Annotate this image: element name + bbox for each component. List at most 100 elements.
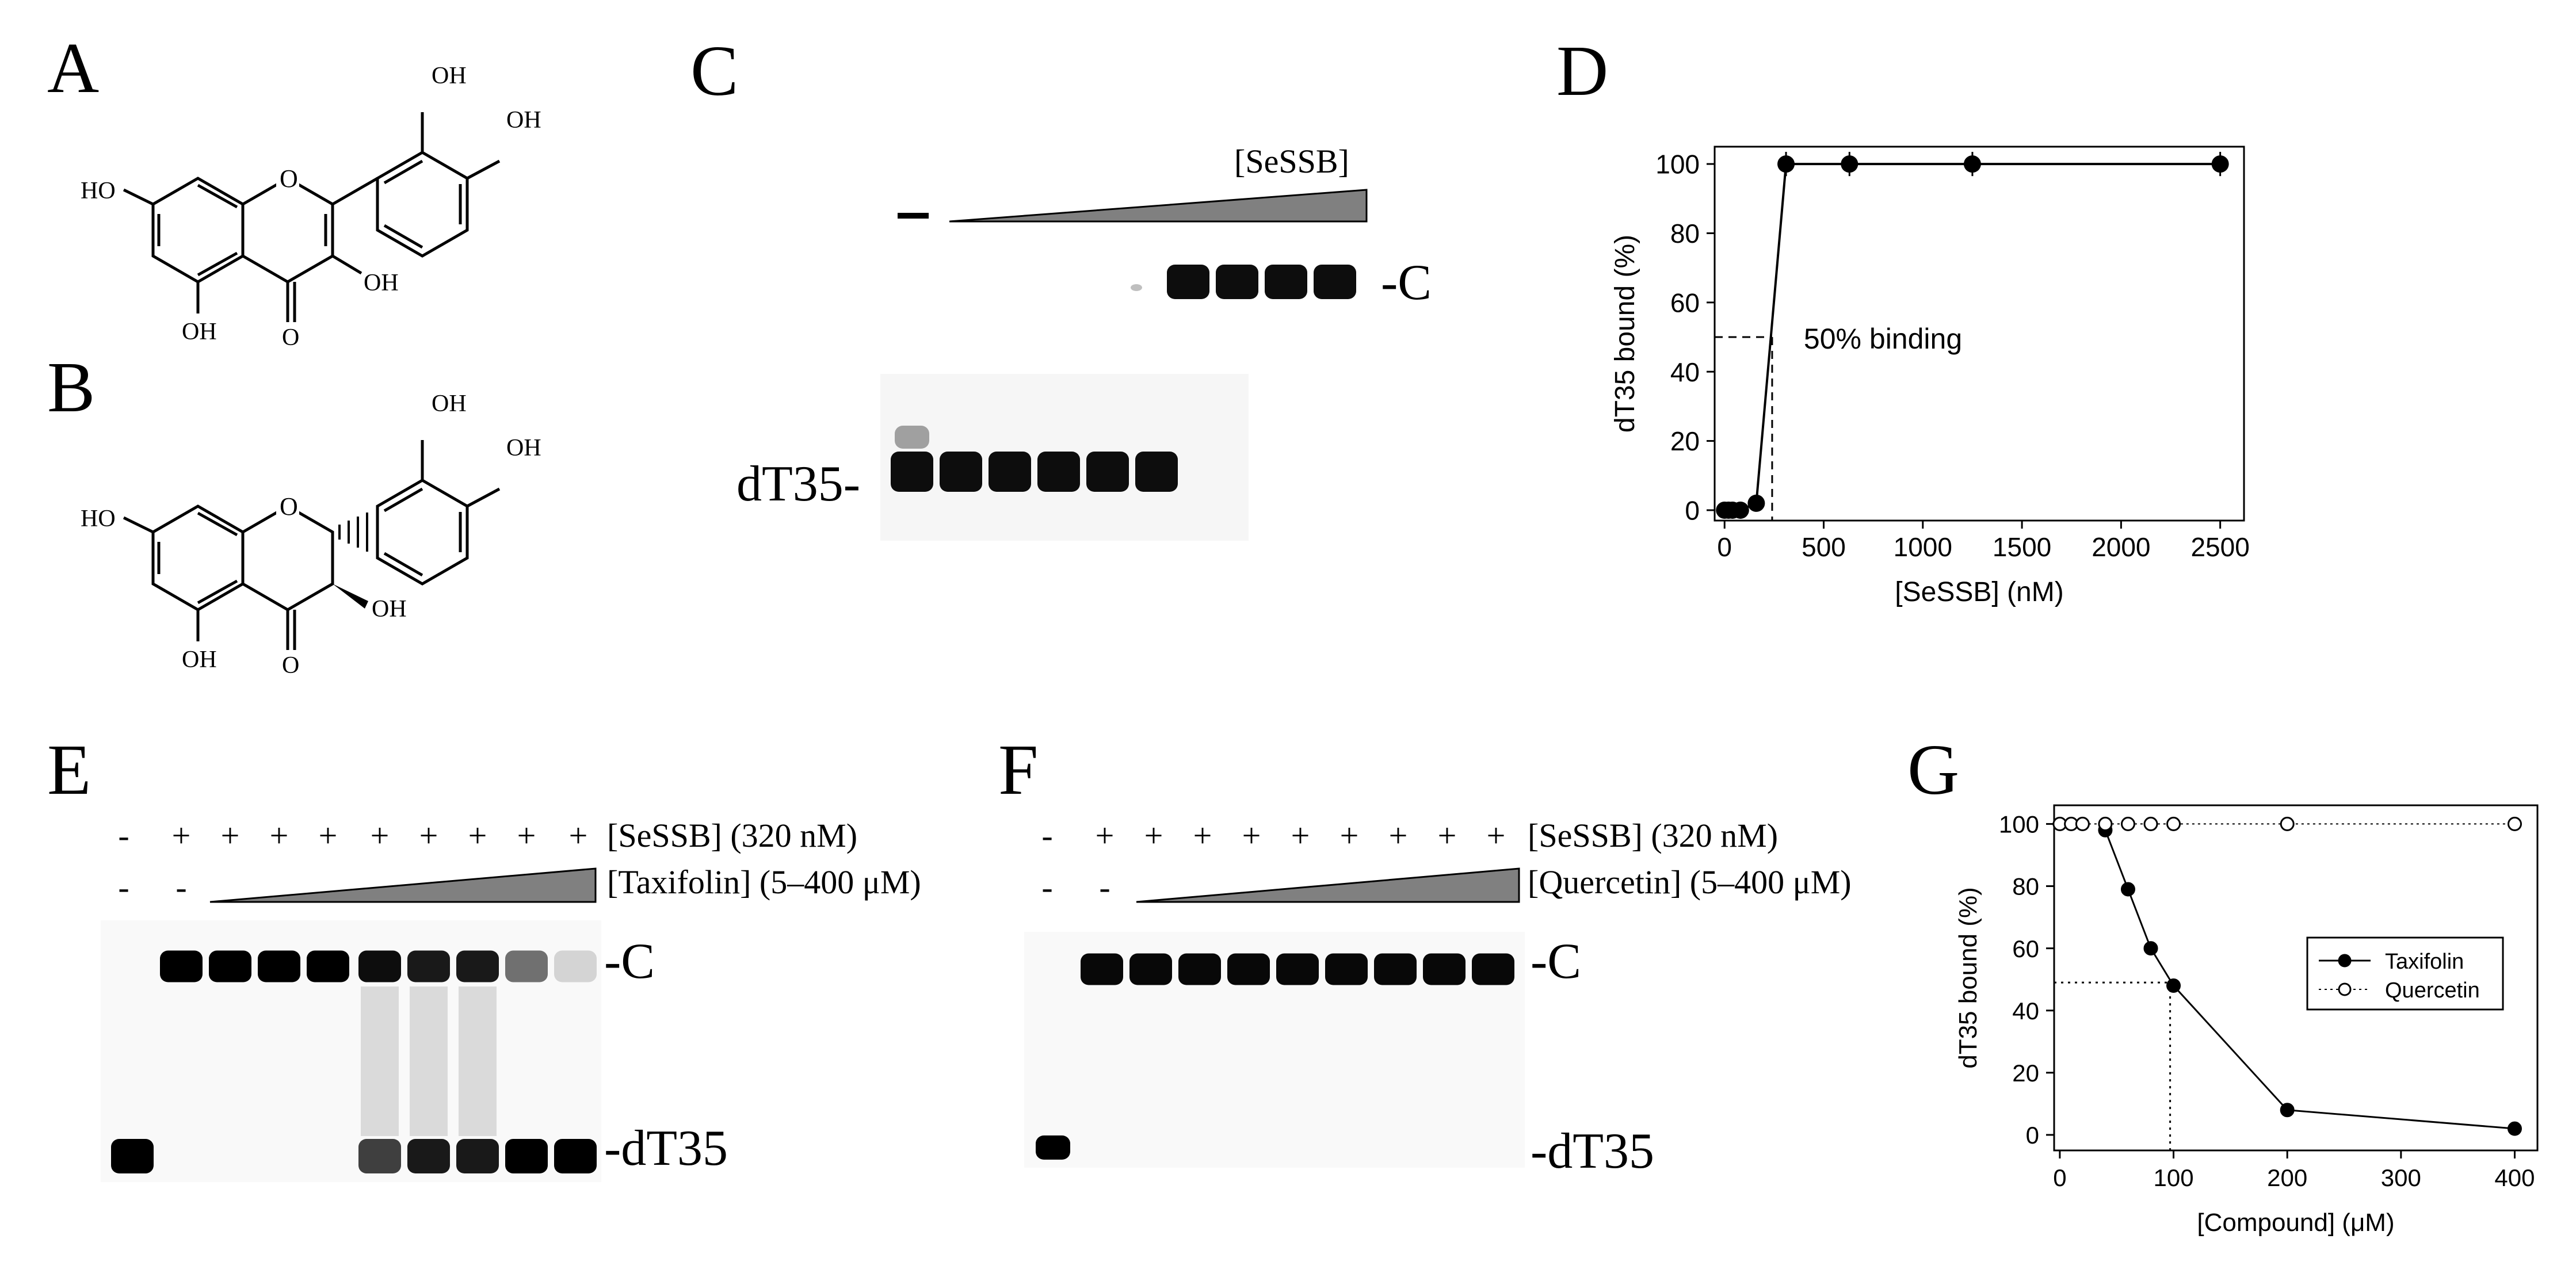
signs-e: - + + + + + + + + +- - (118, 817, 587, 906)
y-tick-label: 20 (2012, 1060, 2039, 1087)
y-tick-label: 20 (1670, 426, 1700, 456)
sign-row1: - (1041, 817, 1052, 854)
sessb-label-f: [SeSSB] (320 nM) (1528, 817, 1778, 854)
y-tick-label: 80 (2012, 873, 2039, 900)
panel-label-g: G (1907, 731, 1959, 810)
complex-band (1227, 953, 1270, 985)
free-dna-band (111, 1139, 154, 1173)
complex-band (456, 950, 499, 982)
free-dna-band (358, 1139, 401, 1173)
free-dna-band (989, 452, 1031, 492)
half-binding-annotation: 50% binding (1804, 323, 1962, 355)
y-tick-label: 80 (1670, 219, 1700, 248)
complex-label-e: -C (604, 934, 655, 989)
legend-label: Quercetin (2385, 978, 2480, 1003)
data-point (1963, 155, 1981, 173)
x-axis-label: [Compound] (μM) (2197, 1209, 2394, 1237)
x-tick-label: 1000 (1894, 532, 1952, 562)
legend-marker (2338, 982, 2352, 996)
sign-row1: + (517, 817, 536, 854)
data-point (2507, 816, 2522, 831)
plot-frame (1713, 146, 2245, 522)
carbonyl-o-b: O (282, 652, 299, 679)
complex-band (1374, 953, 1417, 985)
ho-7-a: HO (81, 178, 116, 204)
free-dna-label-e: -dT35 (604, 1121, 728, 1176)
sign-row1: + (1487, 817, 1506, 854)
sign-row1: + (419, 817, 438, 854)
data-point (2280, 1103, 2295, 1118)
panel-label-c: C (690, 32, 738, 111)
sign-row1: + (319, 817, 338, 854)
data-point (2507, 1121, 2522, 1136)
sign-row1: + (172, 817, 191, 854)
taxifolin-wedge (209, 867, 597, 903)
y-tick-label: 100 (1999, 811, 2039, 838)
gel-c-lanes (891, 265, 1356, 492)
complex-band (1216, 265, 1258, 299)
gel-e-lanes (111, 950, 597, 1173)
quercetin-label-f: [Quercetin] (5–400 μM) (1528, 863, 1852, 901)
sign-row1: + (1340, 817, 1359, 854)
binding-curve-line (1724, 163, 2220, 511)
x-tick-label: 300 (2381, 1164, 2421, 1191)
complex-band (1129, 953, 1172, 985)
complex-band (258, 950, 300, 982)
data-point (2075, 816, 2090, 831)
complex-band (1314, 265, 1356, 299)
data-point (2166, 816, 2181, 831)
panel-label-f: F (998, 731, 1039, 810)
sign-row1: + (1144, 817, 1163, 854)
complex-band (1423, 953, 1466, 985)
complex-band (160, 950, 203, 982)
complex-label-f: -C (1531, 934, 1581, 989)
smear-band (459, 986, 497, 1136)
x-tick-label: 0 (1717, 532, 1732, 562)
ring-oxygen-b: O (280, 492, 298, 521)
y-tick-label: 60 (1670, 288, 1700, 318)
complex-band (1265, 265, 1307, 299)
data-point (1747, 494, 1765, 512)
sign-row1: + (468, 817, 487, 854)
oh-3prime-a: OH (432, 63, 467, 89)
x-tick-label: 400 (2494, 1164, 2535, 1191)
data-point (1731, 501, 1749, 519)
x-tick-label: 2500 (2190, 532, 2249, 562)
complex-band (554, 950, 597, 982)
taxifolin-label-e: [Taxifolin] (5–400 μM) (607, 863, 921, 901)
y-tick-label: 40 (1670, 357, 1700, 387)
complex-band (209, 950, 251, 982)
sign-row1: + (1193, 817, 1212, 854)
faint-complex-band (1131, 284, 1142, 291)
data-point (2166, 978, 2181, 993)
y-tick-label: 40 (2012, 997, 2039, 1024)
ho-7-b: HO (81, 506, 116, 532)
free-dna-band (505, 1139, 548, 1173)
taxifolin-structure (123, 440, 501, 650)
sessb-label-e: [SeSSB] (320 nM) (607, 817, 857, 854)
panel-f: F - + + + + + + + + +- - [SeSSB] (320 nM) [Quercet… (998, 731, 1852, 1179)
sign-row1: + (1242, 817, 1261, 854)
sign-row1: + (1438, 817, 1457, 854)
sign-row1: + (221, 817, 240, 854)
complex-band (1178, 953, 1221, 985)
panel-label-b: B (47, 348, 95, 427)
free-dna-band (891, 452, 933, 492)
wedge-bond (333, 584, 368, 609)
data-point (2120, 816, 2135, 831)
panel-c: C [SeSSB] -C dT35- (690, 32, 1432, 541)
complex-band (1276, 953, 1319, 985)
y-tick-label: 0 (1685, 496, 1700, 526)
legend-label: Taxifolin (2385, 950, 2464, 974)
y-axis-label: dT35 bound (%) (1610, 235, 1640, 433)
y-tick-label: 0 (2026, 1122, 2039, 1149)
chart-d: 0 500 1000 1500 2000 2500 0 20 40 60 80 100 [SeSSB] … (1610, 146, 2250, 607)
data-point (1841, 155, 1858, 173)
wedge-label: [SeSSB] (1234, 143, 1349, 180)
panel-b: B O OH OH HO OH (47, 348, 541, 679)
data-point (2143, 941, 2158, 956)
carbonyl-o-a: O (282, 324, 299, 351)
complex-band (1325, 953, 1368, 985)
oh-3prime-b: OH (432, 391, 467, 417)
